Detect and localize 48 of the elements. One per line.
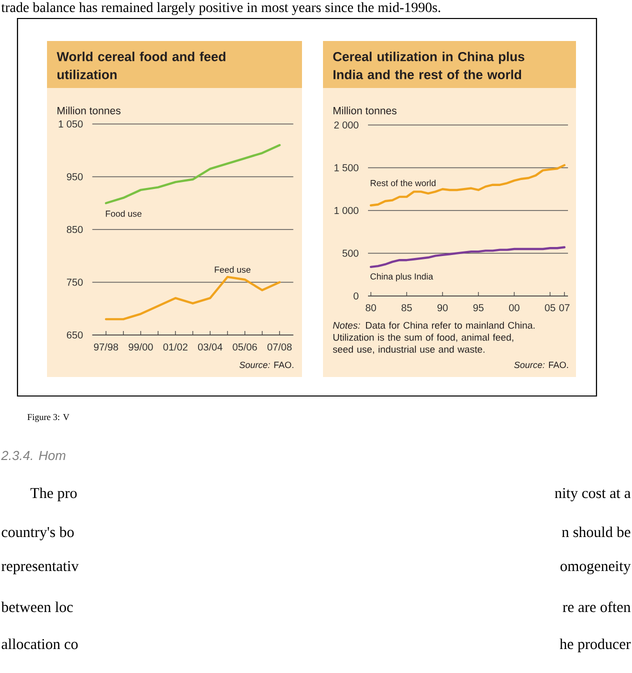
x-tick-label: 01/02 [163, 343, 188, 351]
line-series [104, 144, 281, 204]
x-tick-label: 99/00 [128, 343, 153, 351]
series-label: Food use [106, 210, 142, 217]
y-tick-label: 500 [342, 250, 358, 257]
y-tick-label: 750 [66, 278, 83, 286]
series-label: China plus India [370, 273, 434, 282]
text: representativ [2, 561, 79, 574]
text: he producer [560, 638, 631, 652]
x-tick-label: 05/06 [232, 343, 257, 351]
x-tick-label: 85 [402, 304, 412, 312]
text: trade balance has remained largely positive in most years since the mid-1990s. [1, 2, 440, 16]
series-label: Rest of the world [370, 180, 436, 186]
text: Source: FAO. [239, 362, 294, 368]
y-tick-label: 0 [354, 292, 358, 300]
text: country's bo [2, 526, 74, 540]
text: n should be [562, 526, 630, 538]
x-tick-label: 90 [437, 304, 448, 312]
chart-title: Cereal utilization in China plus India and the rest of the world [333, 52, 524, 80]
text: between loc [1, 602, 73, 612]
text: The pro [30, 488, 77, 502]
caption: Figure 3: V [27, 414, 70, 422]
text: 2.3.4. Hom [1, 450, 66, 460]
x-tick-label: 05 [544, 304, 556, 312]
x-tick-label: 07/08 [267, 343, 292, 351]
y-tick-label: 1 000 [334, 206, 358, 214]
text: omogeneity [560, 561, 631, 574]
y-tick-label: 2 000 [334, 121, 358, 129]
y-tick-label: 950 [66, 173, 83, 180]
x-tick-label: 97/98 [94, 343, 118, 351]
x-tick-label: 00 [509, 304, 520, 312]
y-axis-title: Million tonnes [58, 106, 120, 114]
series-label: Feed use [214, 266, 250, 273]
y-axis-title: Million tonnes [334, 106, 396, 114]
x-tick-label: 07 [559, 304, 570, 312]
y-tick-label: 850 [66, 226, 83, 234]
text: Source: FAO. [514, 362, 568, 368]
chart-title: World cereal food and feed utilization [56, 52, 226, 80]
text: nity cost at a [554, 488, 631, 502]
text: Notes: Data for China refer to mainland China. Utilization is the sum of food, animal feed, seed use, industrial use and waste. [332, 322, 535, 354]
x-tick-label: 95 [473, 304, 484, 312]
y-tick-label: 1 050 [58, 120, 83, 128]
y-tick-label: 650 [66, 331, 83, 339]
text: allocation co [2, 638, 78, 650]
x-tick-label: 03/04 [198, 343, 222, 351]
y-tick-label: 1 500 [334, 164, 358, 172]
text: re are often [562, 601, 631, 612]
x-tick-label: 80 [366, 304, 376, 312]
